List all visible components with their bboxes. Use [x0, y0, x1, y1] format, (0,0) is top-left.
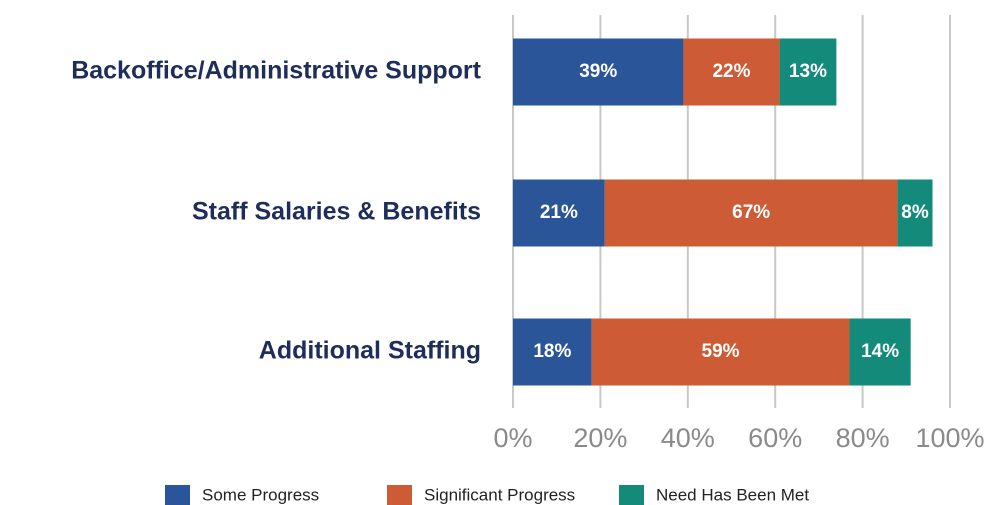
legend-swatch [387, 485, 412, 505]
bar-segment [604, 179, 898, 247]
bar-segment [683, 38, 780, 106]
data-label: 59% [702, 341, 740, 362]
category-label: Additional Staffing [259, 337, 481, 365]
bar-segment [779, 38, 837, 106]
legend-swatch [165, 485, 190, 505]
bar-segment [513, 38, 684, 106]
x-tick-label: 40% [661, 423, 715, 453]
x-tick-label: 80% [836, 423, 890, 453]
bar-segment [897, 179, 933, 247]
data-label: 22% [712, 61, 750, 82]
x-tick-label: 100% [915, 423, 984, 453]
bar-segment [513, 179, 605, 247]
x-tick-label: 0% [493, 423, 532, 453]
legend-label: Some Progress [202, 485, 319, 504]
bar-segment [849, 318, 911, 386]
data-label: 67% [732, 202, 770, 223]
data-label: 13% [789, 61, 827, 82]
data-label: 8% [901, 202, 929, 223]
data-label: 14% [861, 341, 899, 362]
bar-segment [513, 318, 592, 386]
category-label: Backoffice/Administrative Support [71, 57, 481, 85]
legend-swatch [619, 485, 644, 505]
legend-label: Significant Progress [424, 485, 575, 504]
data-label: 39% [579, 61, 617, 82]
x-tick-label: 60% [748, 423, 802, 453]
x-tick-label: 20% [573, 423, 627, 453]
legend-label: Need Has Been Met [656, 485, 809, 504]
data-label: 18% [533, 341, 571, 362]
bar-segment [591, 318, 850, 386]
data-label: 21% [540, 202, 578, 223]
category-label: Staff Salaries & Benefits [192, 198, 481, 226]
